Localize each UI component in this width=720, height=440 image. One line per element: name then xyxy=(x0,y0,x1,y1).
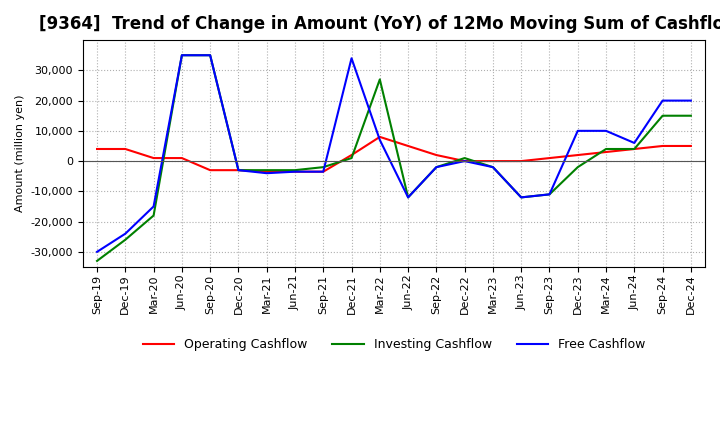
Investing Cashflow xyxy=(489,165,498,170)
Free Cashflow xyxy=(178,53,186,58)
Investing Cashflow xyxy=(460,155,469,161)
Investing Cashflow xyxy=(687,113,696,118)
Free Cashflow xyxy=(291,169,300,174)
Free Cashflow xyxy=(149,204,158,209)
Y-axis label: Amount (million yen): Amount (million yen) xyxy=(15,95,25,212)
Investing Cashflow xyxy=(93,258,102,264)
Investing Cashflow xyxy=(404,195,413,200)
Investing Cashflow xyxy=(319,165,328,170)
Operating Cashflow xyxy=(121,147,130,152)
Operating Cashflow xyxy=(262,169,271,174)
Legend: Operating Cashflow, Investing Cashflow, Free Cashflow: Operating Cashflow, Investing Cashflow, … xyxy=(138,333,650,356)
Operating Cashflow xyxy=(489,158,498,164)
Investing Cashflow xyxy=(149,213,158,218)
Free Cashflow xyxy=(517,195,526,200)
Free Cashflow xyxy=(687,98,696,103)
Operating Cashflow xyxy=(460,158,469,164)
Operating Cashflow xyxy=(376,134,384,139)
Operating Cashflow xyxy=(347,152,356,158)
Operating Cashflow xyxy=(658,143,667,149)
Free Cashflow xyxy=(319,169,328,174)
Operating Cashflow xyxy=(602,150,611,155)
Investing Cashflow xyxy=(517,195,526,200)
Line: Free Cashflow: Free Cashflow xyxy=(97,55,691,252)
Investing Cashflow xyxy=(206,53,215,58)
Investing Cashflow xyxy=(602,147,611,152)
Operating Cashflow xyxy=(149,155,158,161)
Investing Cashflow xyxy=(545,192,554,197)
Operating Cashflow xyxy=(291,169,300,174)
Investing Cashflow xyxy=(234,168,243,173)
Operating Cashflow xyxy=(573,152,582,158)
Line: Operating Cashflow: Operating Cashflow xyxy=(97,137,691,172)
Free Cashflow xyxy=(489,165,498,170)
Line: Investing Cashflow: Investing Cashflow xyxy=(97,55,691,261)
Free Cashflow xyxy=(460,158,469,164)
Investing Cashflow xyxy=(376,77,384,82)
Operating Cashflow xyxy=(319,169,328,174)
Operating Cashflow xyxy=(687,143,696,149)
Title: [9364]  Trend of Change in Amount (YoY) of 12Mo Moving Sum of Cashflows: [9364] Trend of Change in Amount (YoY) o… xyxy=(39,15,720,33)
Investing Cashflow xyxy=(630,147,639,152)
Free Cashflow xyxy=(602,128,611,133)
Operating Cashflow xyxy=(178,155,186,161)
Investing Cashflow xyxy=(178,53,186,58)
Investing Cashflow xyxy=(432,165,441,170)
Operating Cashflow xyxy=(517,158,526,164)
Operating Cashflow xyxy=(404,143,413,149)
Free Cashflow xyxy=(206,53,215,58)
Operating Cashflow xyxy=(93,147,102,152)
Operating Cashflow xyxy=(545,155,554,161)
Investing Cashflow xyxy=(262,168,271,173)
Investing Cashflow xyxy=(658,113,667,118)
Free Cashflow xyxy=(432,165,441,170)
Operating Cashflow xyxy=(234,168,243,173)
Free Cashflow xyxy=(630,140,639,146)
Free Cashflow xyxy=(234,168,243,173)
Free Cashflow xyxy=(376,137,384,143)
Free Cashflow xyxy=(347,55,356,61)
Operating Cashflow xyxy=(432,152,441,158)
Free Cashflow xyxy=(545,192,554,197)
Investing Cashflow xyxy=(347,155,356,161)
Free Cashflow xyxy=(573,128,582,133)
Free Cashflow xyxy=(262,171,271,176)
Investing Cashflow xyxy=(291,168,300,173)
Free Cashflow xyxy=(658,98,667,103)
Operating Cashflow xyxy=(206,168,215,173)
Investing Cashflow xyxy=(121,237,130,242)
Operating Cashflow xyxy=(630,147,639,152)
Investing Cashflow xyxy=(573,165,582,170)
Free Cashflow xyxy=(93,249,102,254)
Free Cashflow xyxy=(404,195,413,200)
Free Cashflow xyxy=(121,231,130,236)
